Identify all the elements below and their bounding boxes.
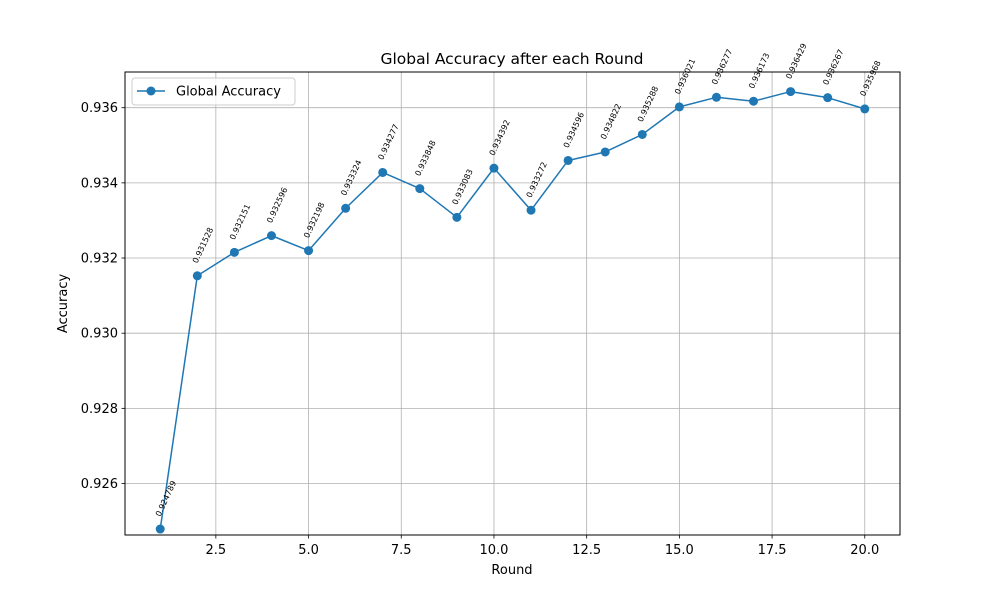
data-point [674, 102, 684, 112]
data-point [341, 203, 351, 213]
data-point [489, 163, 499, 173]
data-point [266, 231, 276, 241]
y-tick-label: 0.926 [81, 477, 118, 492]
x-axis-title: Round [491, 563, 532, 578]
data-point [749, 96, 759, 106]
y-tick-label: 0.932 [81, 252, 118, 267]
data-point [415, 184, 425, 194]
data-point [711, 92, 721, 102]
x-tick-label: 7.5 [391, 543, 412, 558]
data-point [786, 87, 796, 97]
legend-box [131, 77, 296, 106]
data-point [378, 167, 388, 177]
data-point [563, 155, 573, 165]
data-point [637, 129, 647, 139]
y-tick-label: 0.930 [81, 327, 118, 342]
data-point [600, 147, 610, 157]
series-layer [155, 87, 870, 534]
y-tick-label: 0.934 [81, 176, 118, 191]
y-tick-label: 0.928 [81, 402, 118, 417]
data-point [526, 205, 536, 215]
data-point [823, 93, 833, 103]
legend-label: Global Accuracy [176, 85, 281, 100]
y-axis-title: Accuracy [56, 274, 71, 334]
grid-layer [125, 72, 900, 535]
data-point [860, 104, 870, 114]
data-point [229, 247, 239, 257]
data-point [192, 271, 202, 281]
x-tick-label: 15.0 [665, 543, 694, 558]
y-tick-label: 0.936 [81, 101, 118, 116]
x-tick-label: 5.0 [298, 543, 319, 558]
chart-title: Global Accuracy after each Round [380, 50, 643, 68]
x-tick-label: 12.5 [572, 543, 601, 558]
series-line [159, 90, 865, 530]
data-point [155, 524, 165, 534]
x-tick-label: 2.5 [206, 543, 227, 558]
legend-marker-swatch [146, 86, 156, 96]
x-tick-label: 20.0 [850, 543, 879, 558]
plot-frame [124, 71, 901, 536]
x-tick-label: 17.5 [758, 543, 787, 558]
x-tick-label: 10.0 [479, 543, 508, 558]
legend: Global Accuracy [131, 77, 296, 106]
data-point [452, 212, 462, 222]
data-point [304, 246, 314, 256]
tick-layer: 2.5 5.0 7.5 10.0 12.5 15.0 17.5 20.0 0.926 0.928 0… [81, 101, 879, 558]
